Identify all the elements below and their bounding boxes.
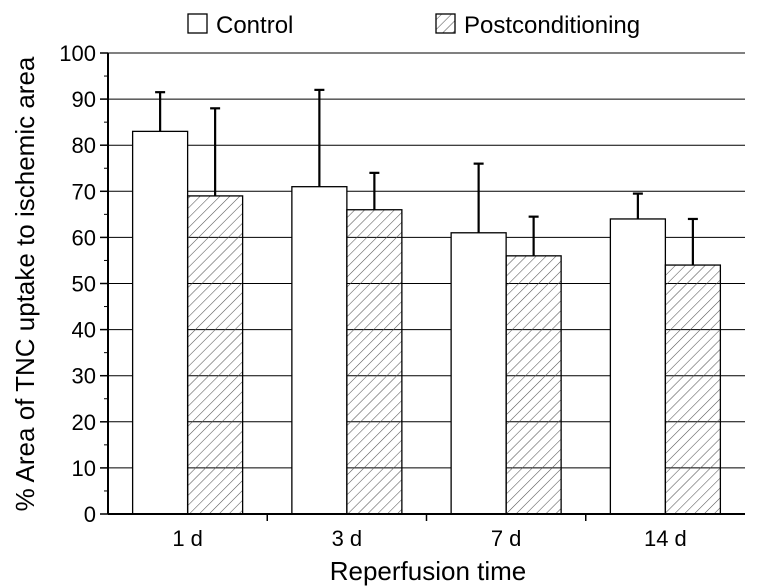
y-tick-label: 60 bbox=[72, 225, 96, 250]
y-tick-label: 70 bbox=[72, 179, 96, 204]
y-tick-label: 30 bbox=[72, 364, 96, 389]
y-tick-label: 10 bbox=[72, 456, 96, 481]
x-tick-label: 1 d bbox=[172, 526, 203, 551]
bar-postconditioning-14d bbox=[664, 264, 722, 515]
bar-control-3d bbox=[291, 186, 348, 515]
x-tick-label: 3 d bbox=[332, 526, 363, 551]
legend-swatch-postconditioning bbox=[435, 13, 456, 34]
bar-control-7d bbox=[450, 232, 507, 515]
bar-control-14d bbox=[609, 218, 667, 515]
y-tick-label: 100 bbox=[59, 41, 96, 66]
x-tick-label: 14 d bbox=[644, 526, 687, 551]
legend-swatch-control bbox=[187, 13, 208, 34]
axes: 1 d 3 d 7 d 14 d 0 10 20 30 40 50 60 70 80 90 100 bbox=[59, 41, 745, 551]
bar-postconditioning-7d bbox=[505, 255, 562, 515]
legend-label-control: Control bbox=[216, 12, 293, 39]
y-tick-label: 90 bbox=[72, 87, 96, 112]
bar-control-1d bbox=[131, 130, 189, 515]
legend-label-postconditioning: Postconditioning bbox=[464, 12, 640, 39]
y-tick-label: 20 bbox=[72, 410, 96, 435]
y-tick-label: 50 bbox=[72, 272, 96, 297]
bars bbox=[131, 130, 722, 515]
y-tick-label: 0 bbox=[84, 502, 96, 527]
legend: Control Postconditioning bbox=[187, 12, 640, 39]
error-bars bbox=[155, 88, 698, 266]
x-tick-label: 7 d bbox=[491, 526, 522, 551]
y-axis-title: % Area of TNC uptake to ischemic area bbox=[10, 56, 40, 511]
bar-postconditioning-3d bbox=[346, 209, 403, 515]
y-tick-label: 80 bbox=[72, 133, 96, 158]
bar-postconditioning-1d bbox=[186, 195, 244, 515]
x-axis-title: Reperfusion time bbox=[330, 556, 527, 586]
y-tick-label: 40 bbox=[72, 318, 96, 343]
